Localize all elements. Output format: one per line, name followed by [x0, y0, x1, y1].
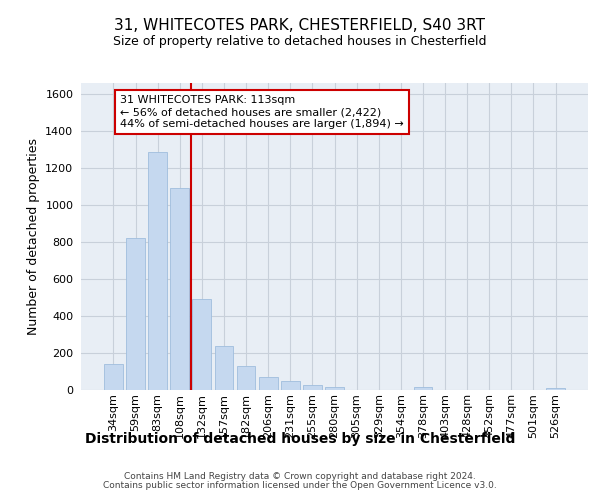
Bar [170, 188, 189, 390]
Text: Contains HM Land Registry data © Crown copyright and database right 2024.: Contains HM Land Registry data © Crown c… [124, 472, 476, 481]
Bar [259, 377, 278, 390]
Text: Distribution of detached houses by size in Chesterfield: Distribution of detached houses by size … [85, 432, 515, 446]
Text: 31 WHITECOTES PARK: 113sqm
← 56% of detached houses are smaller (2,422)
44% of s: 31 WHITECOTES PARK: 113sqm ← 56% of deta… [120, 96, 404, 128]
Bar [148, 152, 167, 390]
Bar [546, 388, 565, 390]
Bar [303, 385, 322, 390]
Bar [104, 364, 123, 390]
Text: Size of property relative to detached houses in Chesterfield: Size of property relative to detached ho… [113, 35, 487, 48]
Bar [126, 238, 145, 390]
Bar [325, 386, 344, 390]
Bar [281, 380, 299, 390]
Bar [215, 346, 233, 390]
Y-axis label: Number of detached properties: Number of detached properties [26, 138, 40, 335]
Text: 31, WHITECOTES PARK, CHESTERFIELD, S40 3RT: 31, WHITECOTES PARK, CHESTERFIELD, S40 3… [115, 18, 485, 32]
Text: Contains public sector information licensed under the Open Government Licence v3: Contains public sector information licen… [103, 481, 497, 490]
Bar [413, 388, 433, 390]
Bar [236, 366, 256, 390]
Bar [193, 299, 211, 390]
